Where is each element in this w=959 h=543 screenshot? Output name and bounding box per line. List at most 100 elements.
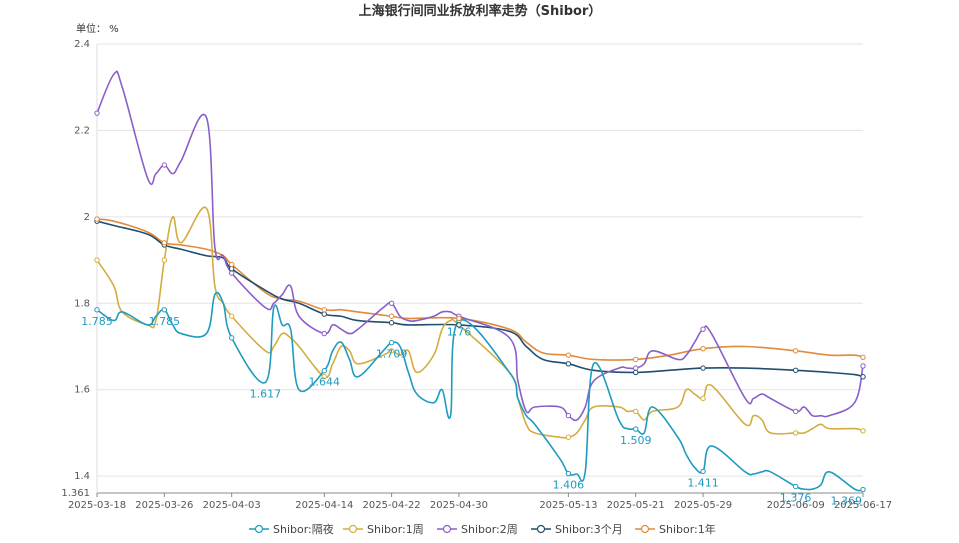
series-1-marker	[700, 395, 706, 402]
unit-label: 单位： %	[76, 22, 119, 35]
series-0-marker	[633, 426, 639, 432]
series-2-marker	[633, 365, 639, 371]
series-3-marker	[565, 361, 572, 367]
series-3-marker	[456, 322, 462, 328]
series-0-marker	[792, 483, 799, 490]
data-label: 1.709	[376, 348, 408, 361]
series-0-marker	[94, 307, 100, 313]
series-4-marker	[94, 216, 100, 222]
data-label: 1.76	[447, 326, 472, 339]
series-1-marker	[94, 257, 100, 263]
x-tick-label: 2025-03-18	[68, 500, 126, 511]
series-1-marker	[388, 348, 395, 354]
y-tick-label: 2.4	[74, 39, 90, 50]
series-0-marker	[228, 335, 235, 341]
series-4-marker	[161, 240, 168, 246]
legend-item-4[interactable]: Shibor:1年	[635, 522, 716, 536]
y-tick-label: 2.2	[74, 125, 90, 136]
legend-swatch-marker	[640, 524, 650, 534]
legend-label: Shibor:1周	[367, 523, 424, 536]
legend-label: Shibor:1年	[659, 522, 716, 536]
series-2-marker	[700, 326, 706, 332]
y-tick-label: 1.4	[74, 471, 90, 482]
series-4-marker	[700, 345, 706, 352]
series-1-marker	[633, 408, 639, 415]
y-tick-label: 1.361	[61, 488, 90, 499]
series-0-marker	[161, 307, 168, 313]
x-tick-label: 2025-04-03	[203, 500, 261, 511]
series-3-marker	[228, 266, 235, 272]
x-tick-label: 2025-05-13	[539, 500, 597, 511]
series-4-marker	[860, 354, 866, 361]
data-label: 1.617	[250, 387, 282, 400]
series-3-marker	[700, 365, 706, 371]
series-lines	[96, 70, 864, 492]
series-line-2	[96, 70, 864, 422]
series-4-marker	[388, 313, 395, 319]
series-3-marker	[792, 367, 799, 373]
series-4-marker	[321, 307, 327, 313]
x-tick-label: 2025-03-26	[135, 500, 193, 511]
legend-label: Shibor:隔夜	[273, 522, 334, 536]
series-0-marker	[700, 468, 706, 475]
legend-swatch-marker	[536, 524, 546, 534]
series-3-marker	[388, 320, 395, 326]
legend-swatch-marker	[254, 524, 264, 534]
chart-title: 上海银行间同业拆放利率走势（Shibor）	[359, 3, 602, 19]
x-tick-label: 2025-04-22	[363, 500, 421, 511]
series-2-marker	[321, 330, 327, 337]
legend-item-0[interactable]: Shibor:隔夜	[249, 522, 334, 536]
series-4-marker	[792, 348, 799, 354]
series-1-marker	[565, 434, 572, 440]
x-tick-label: 2025-06-09	[767, 500, 825, 511]
series-1-marker	[792, 430, 799, 436]
data-labels: 1.785 1.785 1.617 1.644 1.709 1.76 1.406 1.509 1…	[81, 315, 862, 508]
series-2-marker	[860, 363, 866, 369]
series-1-marker	[321, 374, 327, 380]
series-0-marker	[860, 486, 866, 493]
legend: Shibor:隔夜 Shibor:1周 Shibor:2周 Shibor:3个月 Shi…	[249, 522, 716, 536]
series-4-marker	[633, 356, 639, 363]
x-tick-label: 2025-06-17	[834, 500, 892, 511]
data-label: 1.406	[553, 479, 585, 492]
series-3-marker	[321, 311, 327, 317]
x-tick-label: 2025-04-14	[295, 500, 353, 511]
legend-label: Shibor:3个月	[555, 523, 623, 536]
y-tick-label: 1.6	[74, 385, 90, 396]
series-2-marker	[388, 300, 395, 306]
x-tick-label: 2025-04-30	[430, 500, 488, 511]
legend-item-1[interactable]: Shibor:1周	[343, 523, 424, 536]
data-label: 1.376	[780, 492, 812, 505]
legend-item-3[interactable]: Shibor:3个月	[531, 523, 623, 536]
series-2-marker	[161, 162, 168, 168]
series-2-marker	[94, 110, 100, 116]
legend-swatch-marker	[348, 524, 358, 534]
y-tick-label: 1.8	[74, 298, 90, 309]
grid-lines	[97, 43, 863, 477]
series-3-marker	[860, 374, 866, 380]
series-1-marker	[228, 313, 235, 319]
data-label: 1.509	[620, 434, 652, 447]
legend-label: Shibor:2周	[461, 523, 518, 536]
series-0-marker	[565, 470, 572, 477]
series-4-marker	[456, 315, 462, 322]
data-label: 1.785	[81, 315, 113, 328]
data-label: 1.644	[309, 376, 341, 389]
series-1-marker	[860, 428, 866, 434]
series-2-marker	[228, 270, 235, 276]
series-3-marker	[633, 369, 639, 376]
series-2-marker	[792, 408, 799, 415]
series-2-marker	[565, 412, 572, 419]
data-label: 1.785	[149, 315, 181, 328]
series-4-marker	[228, 261, 235, 268]
series-line-4	[96, 218, 864, 361]
series-0-marker	[321, 368, 327, 374]
legend-swatch-marker	[442, 524, 452, 534]
y-tick-label: 2	[84, 212, 90, 223]
data-markers	[94, 110, 866, 493]
legend-item-2[interactable]: Shibor:2周	[437, 523, 518, 536]
data-label: 1.411	[687, 476, 719, 489]
